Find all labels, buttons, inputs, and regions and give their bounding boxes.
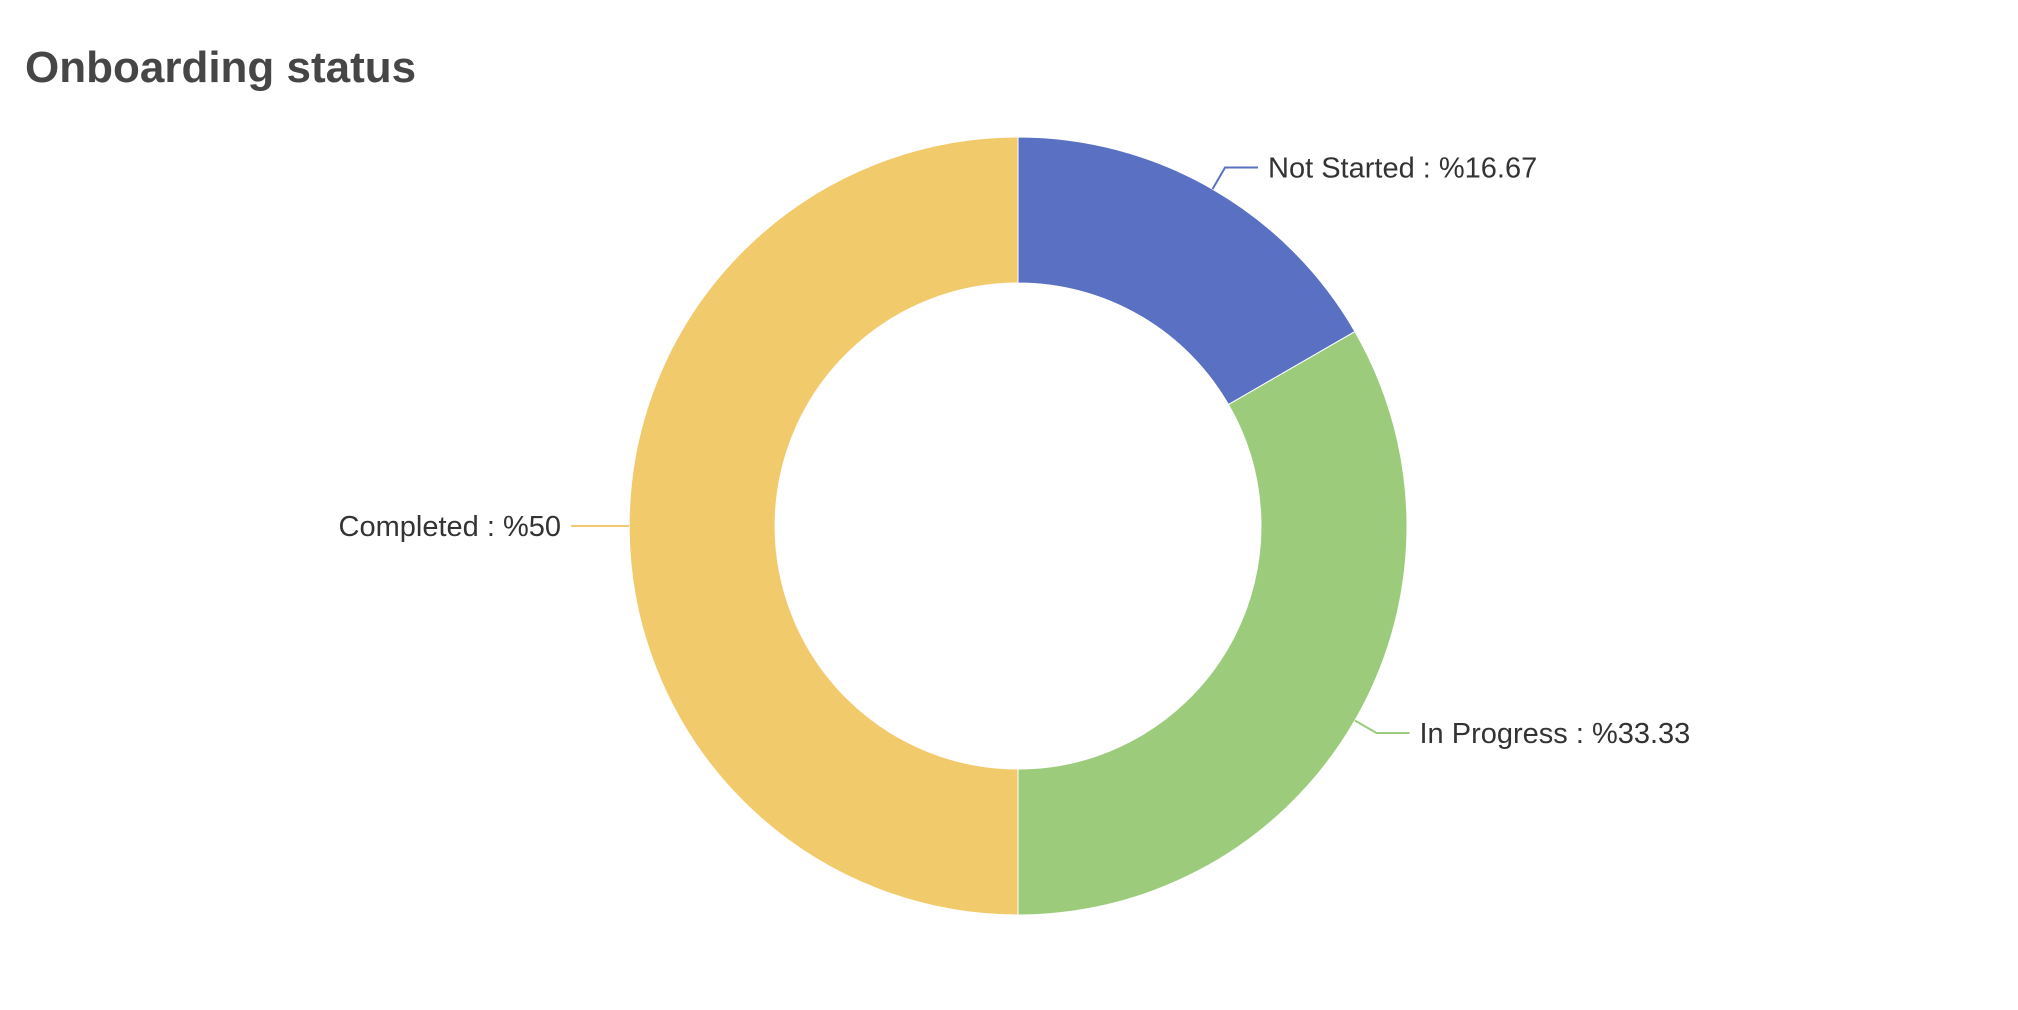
slice-not-started[interactable] <box>1017 136 1356 406</box>
labels-layer: Not Started : %16.67 In Progress : %33.33… <box>339 152 1691 750</box>
slice-in-progress[interactable] <box>1017 330 1408 916</box>
slice-completed[interactable] <box>628 136 1019 916</box>
leader-line-in-progress <box>1354 719 1410 735</box>
slice-label-completed: Completed : %50 <box>339 511 561 543</box>
chart-title: Onboarding status <box>25 43 416 92</box>
slices-layer <box>628 136 1408 916</box>
slice-label-not-started: Not Started : %16.67 <box>1268 152 1537 184</box>
slice-label-in-progress: In Progress : %33.33 <box>1420 718 1691 750</box>
leader-line-not-started <box>1211 166 1259 190</box>
